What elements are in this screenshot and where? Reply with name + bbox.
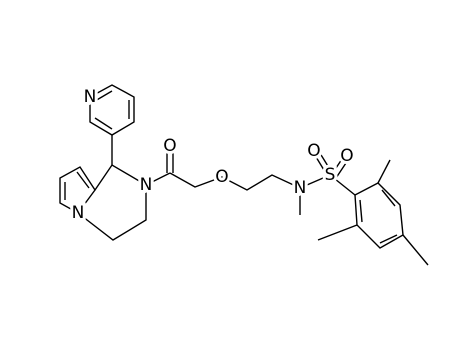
- atom-label: N: [140, 175, 153, 195]
- double-bond: [94, 90, 113, 102]
- atom-label: O: [163, 136, 176, 156]
- atom-label: O: [340, 146, 353, 166]
- atom-label: O: [215, 167, 228, 187]
- double-bond: [381, 189, 396, 207]
- pyridine-ring: [89, 84, 135, 136]
- double-bond: [317, 149, 332, 172]
- piperazine-ring: [77, 164, 147, 241]
- double-bond: [94, 117, 113, 130]
- bond: [145, 172, 171, 186]
- atom-label: N: [84, 87, 97, 107]
- bond: [329, 174, 356, 196]
- double-bond: [359, 199, 363, 223]
- double-bond: [335, 159, 349, 179]
- atom-label: N: [72, 203, 85, 223]
- bond: [169, 172, 301, 191]
- double-bond: [331, 155, 345, 175]
- atom-label: S: [325, 165, 336, 185]
- atom-label: O: [307, 141, 320, 161]
- bonds: [59, 84, 429, 266]
- methyl: [317, 224, 358, 241]
- double-bond: [312, 151, 328, 176]
- bond: [299, 174, 331, 189]
- atom-label: N: [294, 178, 307, 198]
- benzene-ring: [354, 182, 404, 249]
- methyl: [402, 234, 429, 266]
- pyrrole-ring: [59, 166, 96, 214]
- double-bond: [379, 234, 398, 244]
- methyl: [377, 159, 391, 184]
- double-bond: [76, 171, 90, 189]
